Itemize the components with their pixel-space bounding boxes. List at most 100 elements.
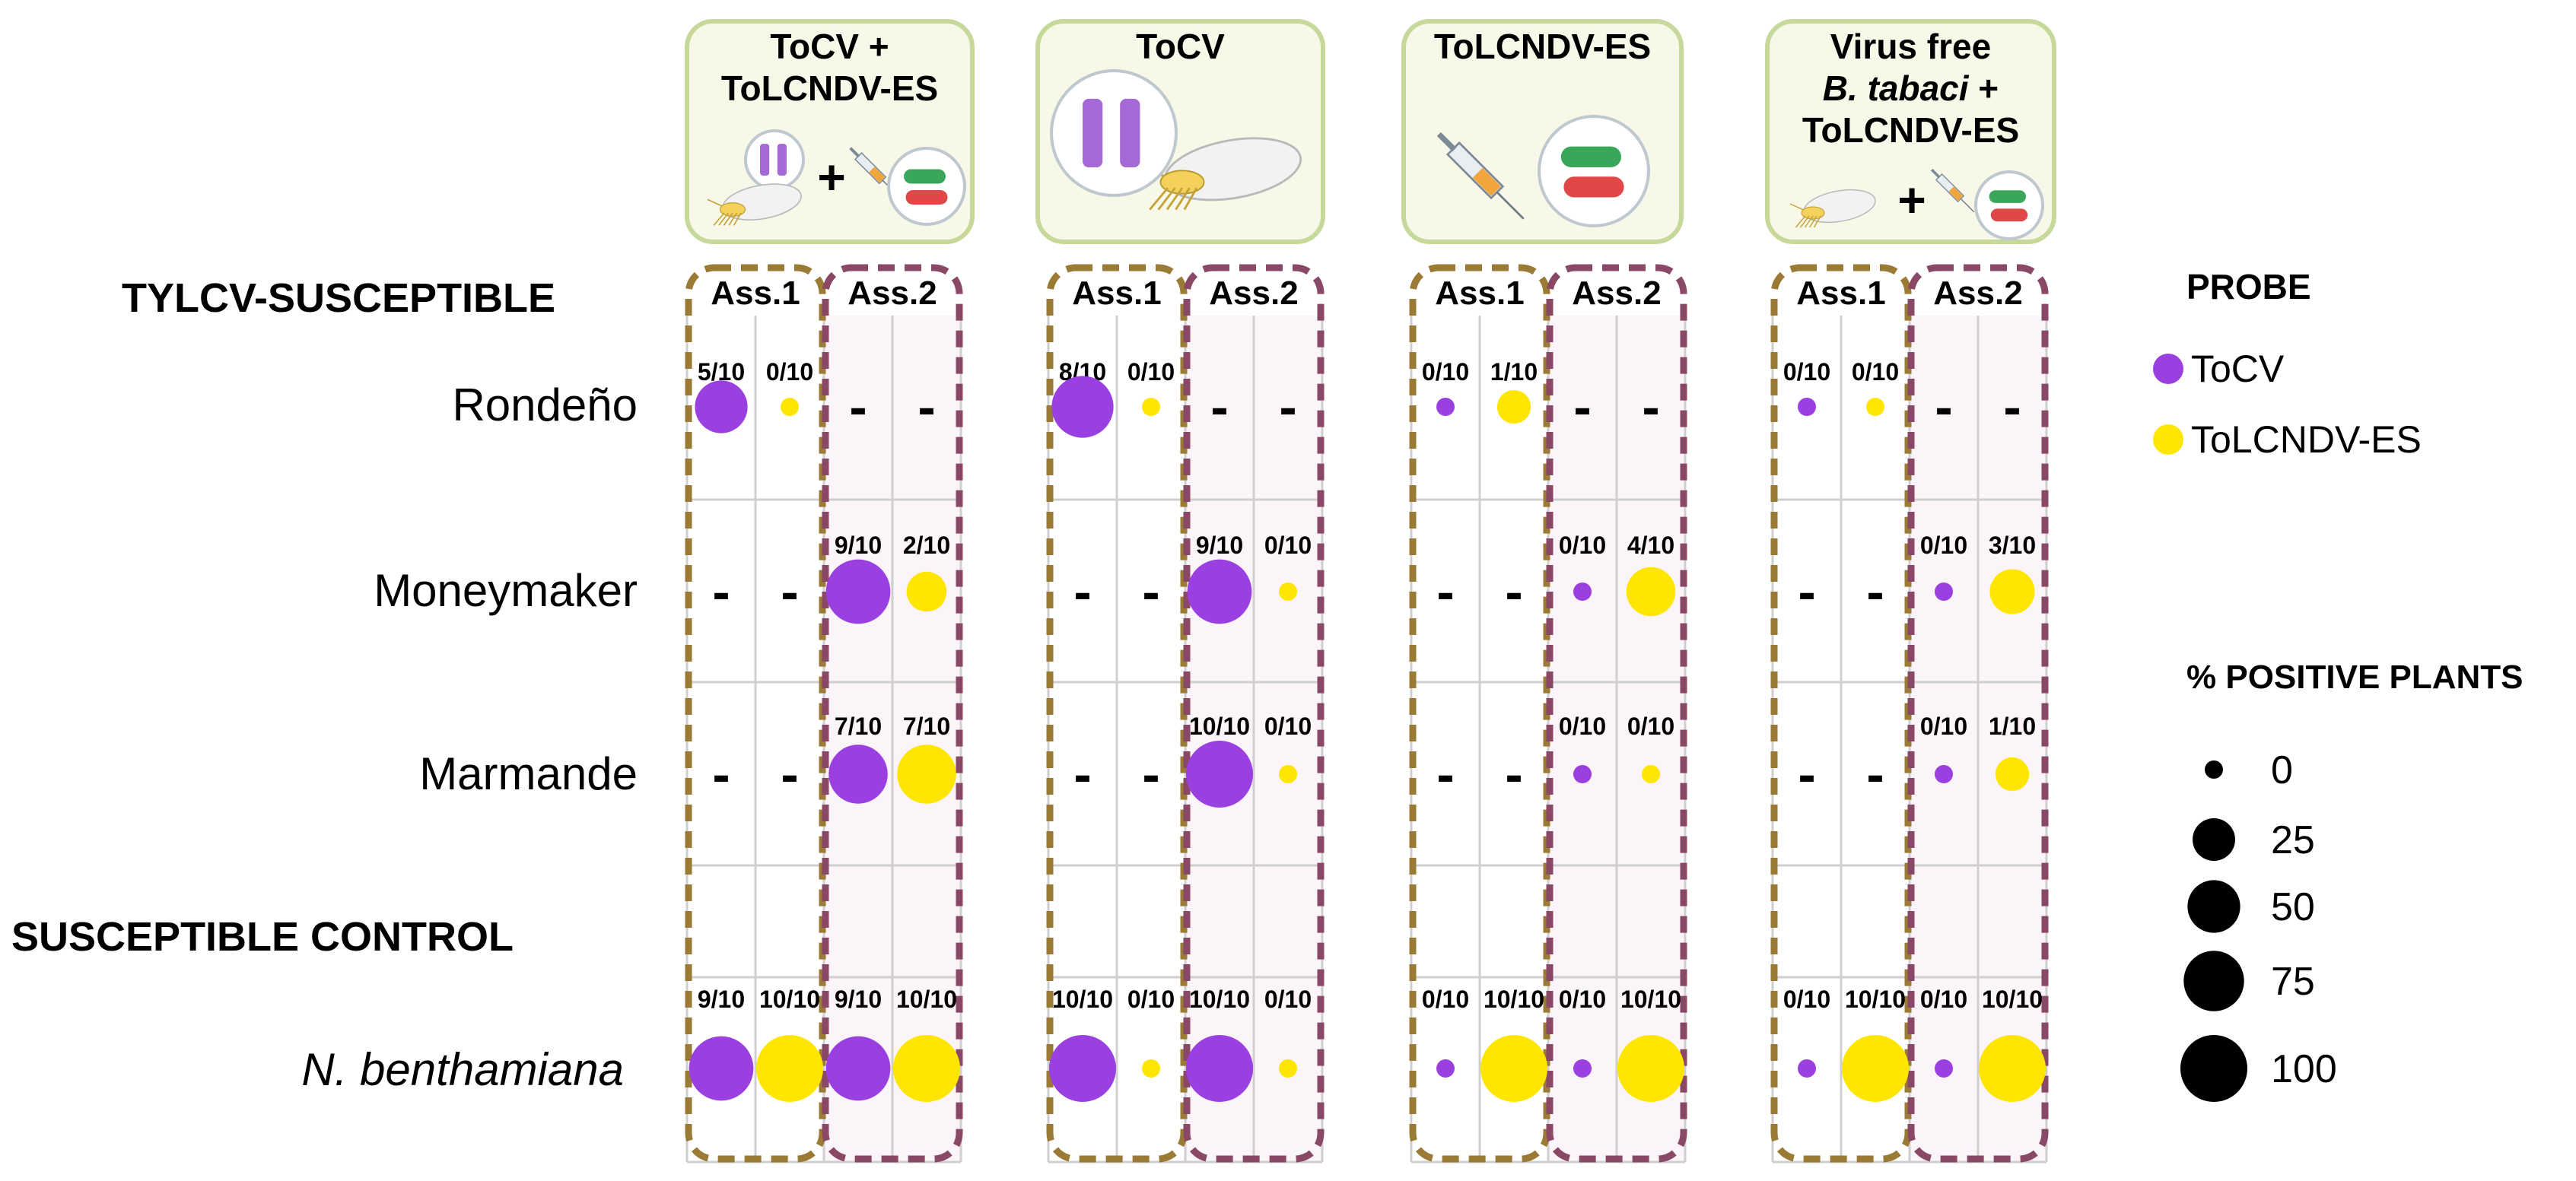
fraction-label: 4/10 bbox=[1627, 532, 1674, 559]
not-tested-mark: - bbox=[1798, 562, 1815, 621]
bubble-tolcndv bbox=[1842, 1035, 1909, 1102]
fraction-label: 0/10 bbox=[1783, 358, 1830, 386]
bubble-tolcndv bbox=[756, 1035, 823, 1102]
bubble-tocv bbox=[1573, 583, 1592, 601]
legend-size-circle bbox=[2193, 818, 2235, 861]
whitefly-leg bbox=[723, 212, 733, 226]
fraction-label: 0/10 bbox=[1920, 986, 1967, 1013]
fraction-label: 10/10 bbox=[1982, 986, 2043, 1013]
virion-1 bbox=[760, 144, 770, 176]
fraction-label: 0/10 bbox=[1783, 986, 1830, 1013]
fraction-label: 0/10 bbox=[1264, 713, 1312, 740]
plus-sign: + bbox=[817, 150, 845, 205]
bubble-tolcndv bbox=[1279, 583, 1297, 601]
legend-size-label: 75 bbox=[2271, 960, 2315, 1004]
assay-label: Ass.2 bbox=[1209, 275, 1298, 312]
fraction-label: 1/10 bbox=[1989, 713, 2036, 740]
assay-label: Ass.1 bbox=[711, 275, 800, 312]
treatment-label-line: Virus free bbox=[1830, 27, 1991, 66]
fraction-label: 3/10 bbox=[1989, 532, 2036, 559]
bubble-tolcndv bbox=[1989, 569, 2035, 614]
virion-1 bbox=[1083, 98, 1103, 168]
whitefly-leg bbox=[1183, 187, 1198, 211]
bubble-tocv bbox=[1573, 1059, 1592, 1078]
fraction-label: 10/10 bbox=[759, 986, 820, 1013]
bubble-tocv bbox=[1187, 559, 1252, 624]
fraction-label: 0/10 bbox=[1559, 532, 1606, 559]
bubble-tocv bbox=[1935, 1059, 1953, 1078]
fraction-label: 10/10 bbox=[1189, 986, 1250, 1013]
bubble-tocv bbox=[1935, 583, 1953, 601]
fraction-label: 1/10 bbox=[1490, 358, 1538, 386]
bubble-tocv bbox=[825, 1036, 891, 1101]
fraction-label: 0/10 bbox=[1264, 532, 1312, 559]
bubble-tocv bbox=[1049, 1035, 1116, 1102]
assay-backgrounds bbox=[824, 316, 2046, 1162]
assay-label: Ass.2 bbox=[1933, 275, 2022, 312]
bubble-tolcndv bbox=[1995, 757, 2030, 792]
bacteria-magnifier-icon bbox=[1974, 170, 2044, 240]
assay-frame-2 bbox=[822, 264, 963, 1163]
bubble-tolcndv bbox=[1279, 1059, 1297, 1078]
not-tested-mark: - bbox=[1642, 377, 1659, 437]
bubble-tolcndv bbox=[1142, 1059, 1160, 1078]
magnifier-circle bbox=[1974, 170, 2044, 240]
treatment-label-text: ToCV + bbox=[770, 27, 889, 66]
fraction-label: 10/10 bbox=[896, 986, 957, 1013]
bubble-tocv bbox=[825, 559, 891, 624]
bubble-tocv bbox=[1186, 741, 1253, 808]
syringe-fluid bbox=[1948, 186, 1963, 201]
bubble-tolcndv bbox=[1979, 1035, 2046, 1102]
bubble-tocv bbox=[828, 744, 888, 804]
treatment-label-text: ToLCNDV-ES bbox=[721, 68, 938, 108]
fraction-label: 10/10 bbox=[1052, 986, 1113, 1013]
bacterium-green bbox=[1989, 190, 2026, 203]
bubble-tolcndv bbox=[1480, 1035, 1547, 1102]
legend-probe-swatch bbox=[2153, 354, 2183, 384]
virion-2 bbox=[1120, 98, 1140, 168]
fraction-label: 0/10 bbox=[1559, 713, 1606, 740]
not-tested-mark: - bbox=[1073, 562, 1091, 621]
magnifier-circle bbox=[744, 129, 805, 190]
bacterium-red bbox=[1563, 176, 1624, 198]
fraction-label: 0/10 bbox=[1264, 986, 1312, 1013]
whitefly-body bbox=[1159, 170, 1205, 195]
legend-size-label: 50 bbox=[2271, 885, 2315, 929]
syringe-plunger bbox=[1930, 168, 1941, 179]
magnifier-circle bbox=[887, 147, 966, 226]
legend-size-circle bbox=[2205, 760, 2223, 779]
row-label: Moneymaker bbox=[374, 565, 638, 616]
not-tested-mark: - bbox=[1505, 562, 1522, 621]
legend-size-circle bbox=[2187, 880, 2240, 933]
assay-label: Ass.1 bbox=[1796, 275, 1885, 312]
fraction-label: 0/10 bbox=[1627, 713, 1674, 740]
treatment-label-suffix: + bbox=[1969, 68, 1999, 108]
not-tested-mark: - bbox=[712, 562, 730, 621]
assay-label: Ass.1 bbox=[1072, 275, 1161, 312]
legend-size-circle bbox=[2180, 1035, 2247, 1102]
not-tested-mark: - bbox=[1142, 562, 1159, 621]
fraction-label: 7/10 bbox=[835, 713, 882, 740]
legend-probe-title: PROBE bbox=[2186, 267, 2311, 306]
fraction-label: 0/10 bbox=[1920, 713, 1967, 740]
bubble-tocv bbox=[1436, 1059, 1455, 1078]
whitefly-leg bbox=[1808, 215, 1818, 228]
whitefly-leg bbox=[1157, 187, 1176, 211]
bubble-tolcndv bbox=[1626, 567, 1676, 617]
whitefly-leg bbox=[1804, 215, 1814, 228]
whitefly-leg bbox=[1175, 187, 1191, 211]
fraction-label: 0/10 bbox=[1920, 532, 1967, 559]
not-tested-mark: - bbox=[1798, 744, 1815, 804]
bubble-tolcndv bbox=[1617, 1035, 1684, 1102]
not-tested-mark: - bbox=[1436, 744, 1454, 804]
fraction-label: 9/10 bbox=[835, 986, 882, 1013]
section-label-susceptible-control: SUSCEPTIBLE CONTROL bbox=[11, 914, 514, 960]
not-tested-mark: - bbox=[918, 377, 935, 437]
fraction-label: 0/10 bbox=[766, 358, 813, 386]
bubble-tolcndv bbox=[897, 744, 956, 804]
bacteria-magnifier-icon bbox=[1538, 115, 1650, 227]
bubble-tolcndv bbox=[893, 1035, 960, 1102]
whitefly-icon bbox=[1789, 189, 1876, 228]
bacterium-red bbox=[1990, 208, 2028, 222]
